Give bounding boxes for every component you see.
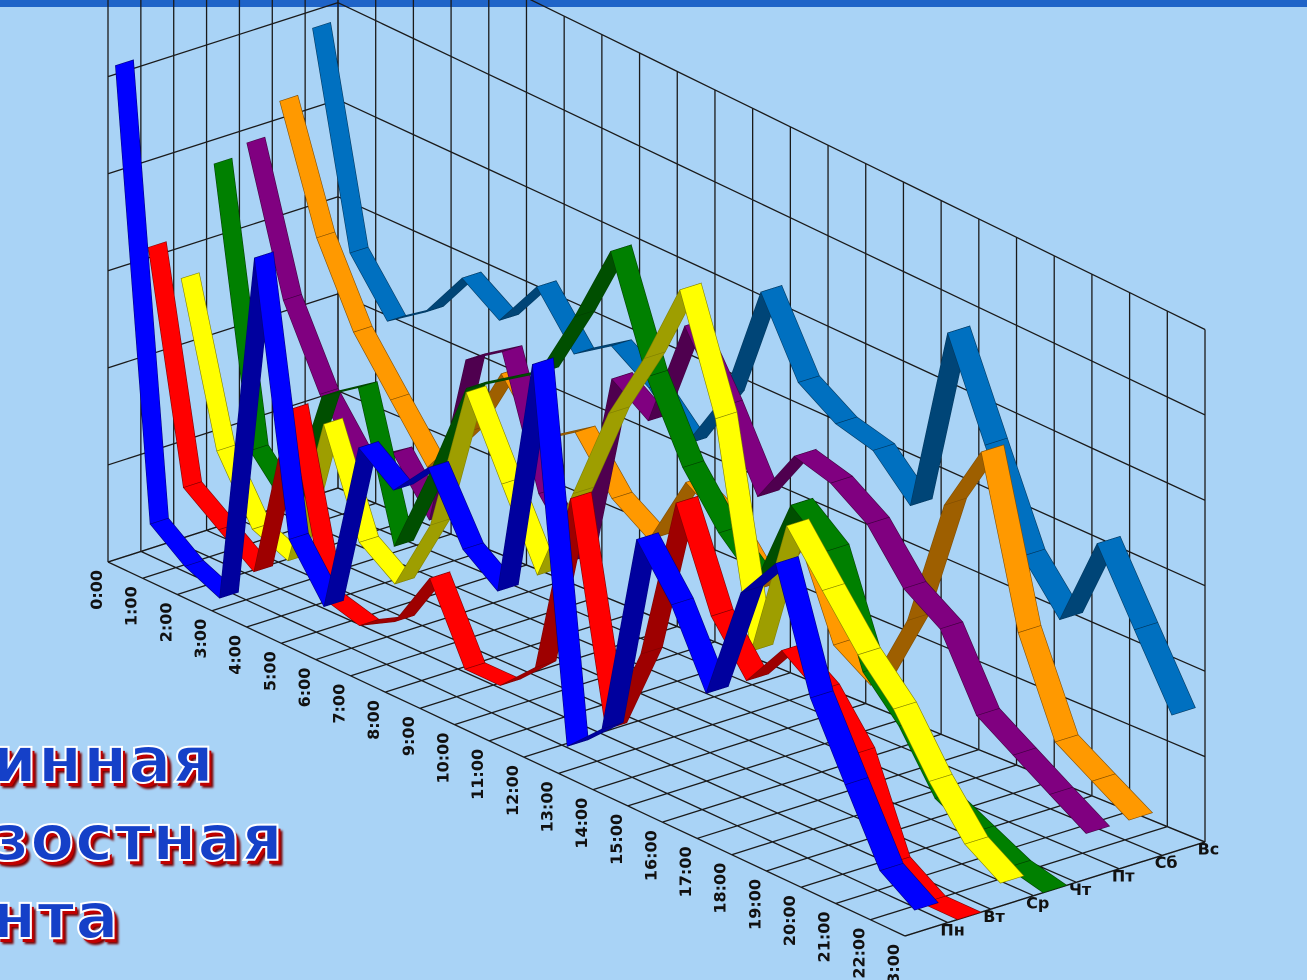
floor-gridline	[315, 579, 565, 661]
floor-gridline	[246, 548, 489, 628]
hour-tick-label: 0:00	[87, 570, 106, 610]
floor-gridline	[239, 519, 1077, 883]
hour-tick-label: 16:00	[641, 830, 660, 881]
hour-tick-label: 9:00	[399, 716, 418, 756]
ribbon-segment	[1133, 622, 1196, 716]
ribbon-segment	[1012, 747, 1074, 795]
hour-tick-label: 3:00	[191, 619, 210, 659]
side-wall-level	[107, 2, 339, 78]
ribbon-segment	[1054, 734, 1116, 782]
hour-tick-label: 7:00	[330, 684, 349, 724]
back-wall-level	[337, 2, 1206, 416]
floor-gridline	[142, 502, 376, 579]
ribbon-segment	[793, 449, 854, 484]
series-ribbon-Ср	[180, 272, 1025, 884]
chart-series	[115, 22, 1196, 920]
hour-tick-label: 8:00	[364, 700, 383, 740]
hour-tick-label: 13:00	[538, 781, 557, 832]
series-ribbon-Пн	[115, 59, 939, 911]
hour-tick-label: 23:00	[884, 944, 903, 980]
day-tick-label: Ср	[1026, 893, 1049, 912]
floor-gridline	[662, 733, 942, 823]
hour-tick-label: 20:00	[780, 895, 799, 946]
hour-tick-label: 12:00	[503, 765, 522, 816]
ribbon-segment	[282, 294, 339, 395]
floor-gridline	[281, 564, 527, 644]
hour-tick-label: 17:00	[676, 846, 695, 897]
top-bar	[0, 0, 1307, 7]
floor-gridline	[454, 641, 716, 726]
back-wall-level	[529, 0, 1206, 331]
title-line-1: инная	[0, 723, 215, 799]
hour-tick-label: 15:00	[607, 814, 626, 865]
ribbon-segment	[939, 621, 1000, 716]
hour-tick-label: 11:00	[468, 749, 487, 800]
ribbon-segment	[1091, 773, 1154, 821]
title-line-3: нта	[0, 879, 120, 955]
floor-gridline	[766, 779, 1055, 872]
floor-gridline	[140, 550, 949, 924]
ribbon-segment	[976, 708, 1037, 756]
ribbon-segment	[1049, 786, 1111, 834]
hour-tick-label: 22:00	[849, 928, 868, 979]
ribbon-segment	[964, 836, 1025, 884]
ribbon-segment	[1006, 859, 1068, 894]
day-tick-label: Сб	[1155, 853, 1178, 872]
ribbon-segment	[866, 516, 927, 589]
day-tick-label: Пн	[940, 920, 964, 939]
ribbon-segment	[830, 475, 890, 525]
ribbon-segment	[279, 94, 336, 239]
title-line-2: зостная	[0, 801, 284, 877]
hour-tick-label: 6:00	[295, 668, 314, 708]
hour-tick-label: 5:00	[260, 651, 279, 691]
hour-tick-label: 18:00	[711, 863, 730, 914]
floor-gridline	[558, 687, 829, 775]
floor-gridline	[800, 795, 1093, 888]
floor-gridline	[304, 497, 1163, 856]
day-tick-label: Пт	[1112, 867, 1135, 886]
ribbon-segment	[879, 863, 939, 911]
floor-gridline	[107, 561, 906, 937]
hour-tick-label: 4:00	[226, 635, 245, 675]
day-tick-label: Вт	[983, 907, 1005, 926]
back-wall-level	[337, 196, 1206, 587]
hour-tick-label: 19:00	[745, 879, 764, 930]
hour-axis: 0:00 1:00 2:00 3:00 4:00 5:00 6:00 7:00 8:00 9:00…	[87, 570, 903, 980]
hour-tick-label: 14:00	[572, 798, 591, 849]
day-axis: Пн Вт Ср Чт Пт Сб Вс	[940, 840, 1219, 940]
day-tick-label: Чт	[1069, 880, 1092, 899]
hour-tick-label: 1:00	[122, 586, 141, 626]
hour-tick-label: 2:00	[156, 603, 175, 643]
hour-tick-label: 21:00	[815, 912, 834, 963]
hour-tick-label: 10:00	[434, 733, 453, 784]
ribbon-segment	[1017, 625, 1079, 743]
slide-title: инная зостная нта	[0, 722, 284, 956]
day-tick-label: Вс	[1198, 840, 1220, 859]
